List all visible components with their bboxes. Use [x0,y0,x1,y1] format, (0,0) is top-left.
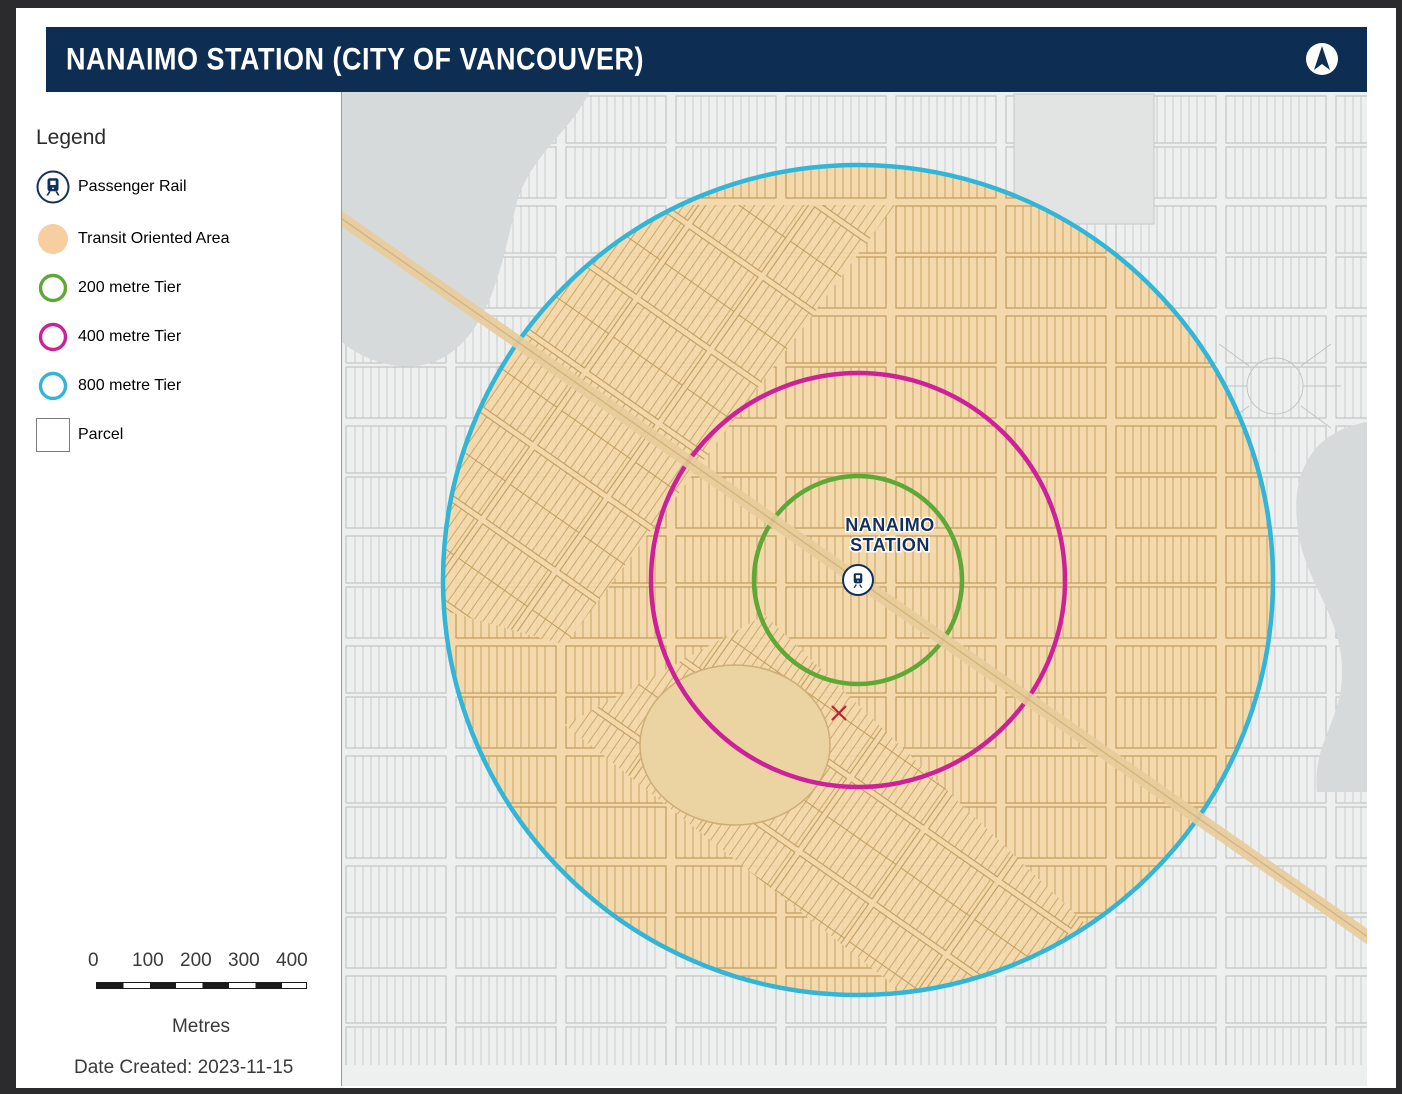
svg-text:STATION: STATION [850,535,930,555]
svg-text:NANAIMO: NANAIMO [845,515,935,535]
